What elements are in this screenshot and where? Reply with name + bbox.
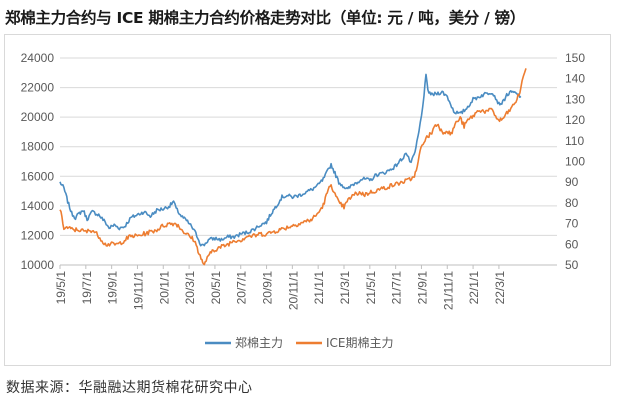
y-right-tick-label: 80 xyxy=(565,196,579,210)
legend: 郑棉主力 ICE期棉主力 xyxy=(205,335,394,350)
y-left-tick-label: 24000 xyxy=(21,51,55,65)
x-tick-label: 20/7/1 xyxy=(235,271,249,305)
x-tick-label: 20/9/1 xyxy=(261,271,275,305)
x-tick-label: 21/1/1 xyxy=(312,271,326,305)
y-left-tick-label: 16000 xyxy=(21,169,55,183)
x-tick-label: 22/1/1 xyxy=(467,271,481,305)
x-tick-label: 20/3/1 xyxy=(183,271,197,305)
y-right-tick-label: 90 xyxy=(565,175,579,189)
legend-label-ice: ICE期棉主力 xyxy=(326,336,394,350)
y-left-tick-label: 20000 xyxy=(21,110,55,124)
y-right-tick-label: 50 xyxy=(565,258,579,272)
y-left-tick-label: 18000 xyxy=(21,140,55,154)
x-tick-label: 19/9/1 xyxy=(106,271,120,305)
legend-label-zce: 郑棉主力 xyxy=(235,335,283,350)
x-tick-label: 21/7/1 xyxy=(390,271,404,305)
x-tick-label: 19/11/1 xyxy=(131,271,145,310)
y-right-tick-label: 60 xyxy=(565,237,579,251)
x-tick-label: 21/9/1 xyxy=(415,271,429,305)
x-tick-label: 19/5/1 xyxy=(54,271,68,305)
x-tick-label: 21/3/1 xyxy=(338,271,352,305)
series-line-zce xyxy=(59,73,522,247)
y-right-tick-label: 130 xyxy=(565,92,585,106)
y-left-tick-label: 12000 xyxy=(21,228,55,242)
axes: 10000 12000 14000 16000 18000 20000 22000 24000… xyxy=(21,51,586,310)
x-tick-label: 20/5/1 xyxy=(209,271,223,305)
chart-frame xyxy=(4,34,611,366)
y-right-tick-label: 110 xyxy=(565,134,584,148)
y-right-tick-label: 120 xyxy=(565,113,585,127)
y-right-tick-label: 70 xyxy=(565,217,579,231)
chart-title: 郑棉主力合约与 ICE 期棉主力合约价格走势对比（单位: 元 / 吨，美分 / … xyxy=(5,9,525,27)
series-line-ice xyxy=(59,68,527,266)
x-tick-label: 21/5/1 xyxy=(364,271,378,305)
source-note: 数据来源：华融融达期货棉花研究中心 xyxy=(6,380,253,396)
series xyxy=(59,68,527,266)
y-right-tick-label: 100 xyxy=(565,155,585,169)
y-left-tick-label: 10000 xyxy=(21,258,55,272)
y-left-tick-label: 22000 xyxy=(21,81,55,95)
y-left-tick-label: 14000 xyxy=(21,199,55,213)
x-tick-label: 22/3/1 xyxy=(493,271,507,305)
x-tick-label: 21/11/1 xyxy=(441,271,455,310)
x-tick-label: 20/1/1 xyxy=(157,271,171,305)
y-right-tick-label: 150 xyxy=(565,51,585,65)
y-right-tick-label: 140 xyxy=(565,72,585,86)
x-tick-label: 20/11/1 xyxy=(286,271,300,310)
x-tick-label: 19/7/1 xyxy=(80,271,94,305)
